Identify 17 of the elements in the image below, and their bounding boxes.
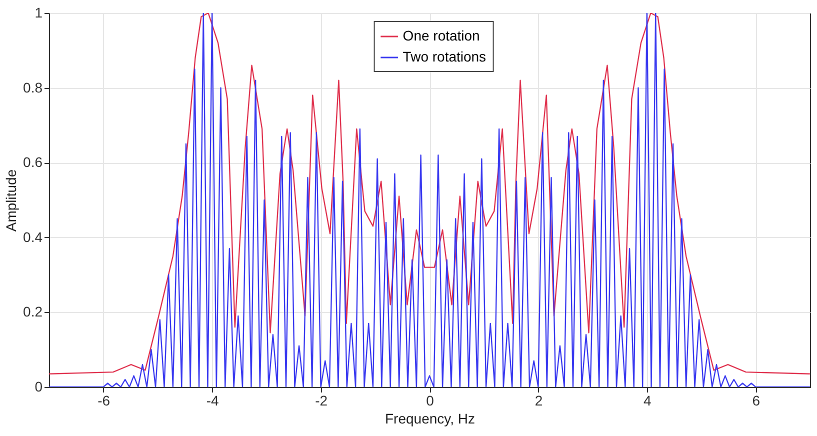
x-axis-title: Frequency, Hz [385, 410, 475, 426]
legend-label: One rotation [402, 28, 480, 44]
y-axis-title: Amplitude [3, 169, 20, 232]
legend-label: Two rotations [402, 48, 486, 64]
x-tick-label: 0 [426, 392, 434, 408]
y-tick-label: 0.8 [23, 79, 43, 96]
x-tick-label: -4 [206, 392, 220, 408]
y-tick-label: 1 [34, 4, 43, 20]
x-tick-label: 2 [534, 392, 543, 408]
x-tick-label: 4 [644, 392, 652, 408]
x-tick-label: -2 [315, 392, 328, 408]
x-tick-label: 6 [752, 392, 760, 408]
y-tick-label: 0 [34, 378, 43, 394]
y-tick-label: 0.4 [23, 228, 43, 245]
y-tick-label: 0.2 [23, 304, 43, 320]
y-tick-label: 0.6 [23, 154, 43, 170]
x-tick-label: -6 [98, 392, 110, 408]
